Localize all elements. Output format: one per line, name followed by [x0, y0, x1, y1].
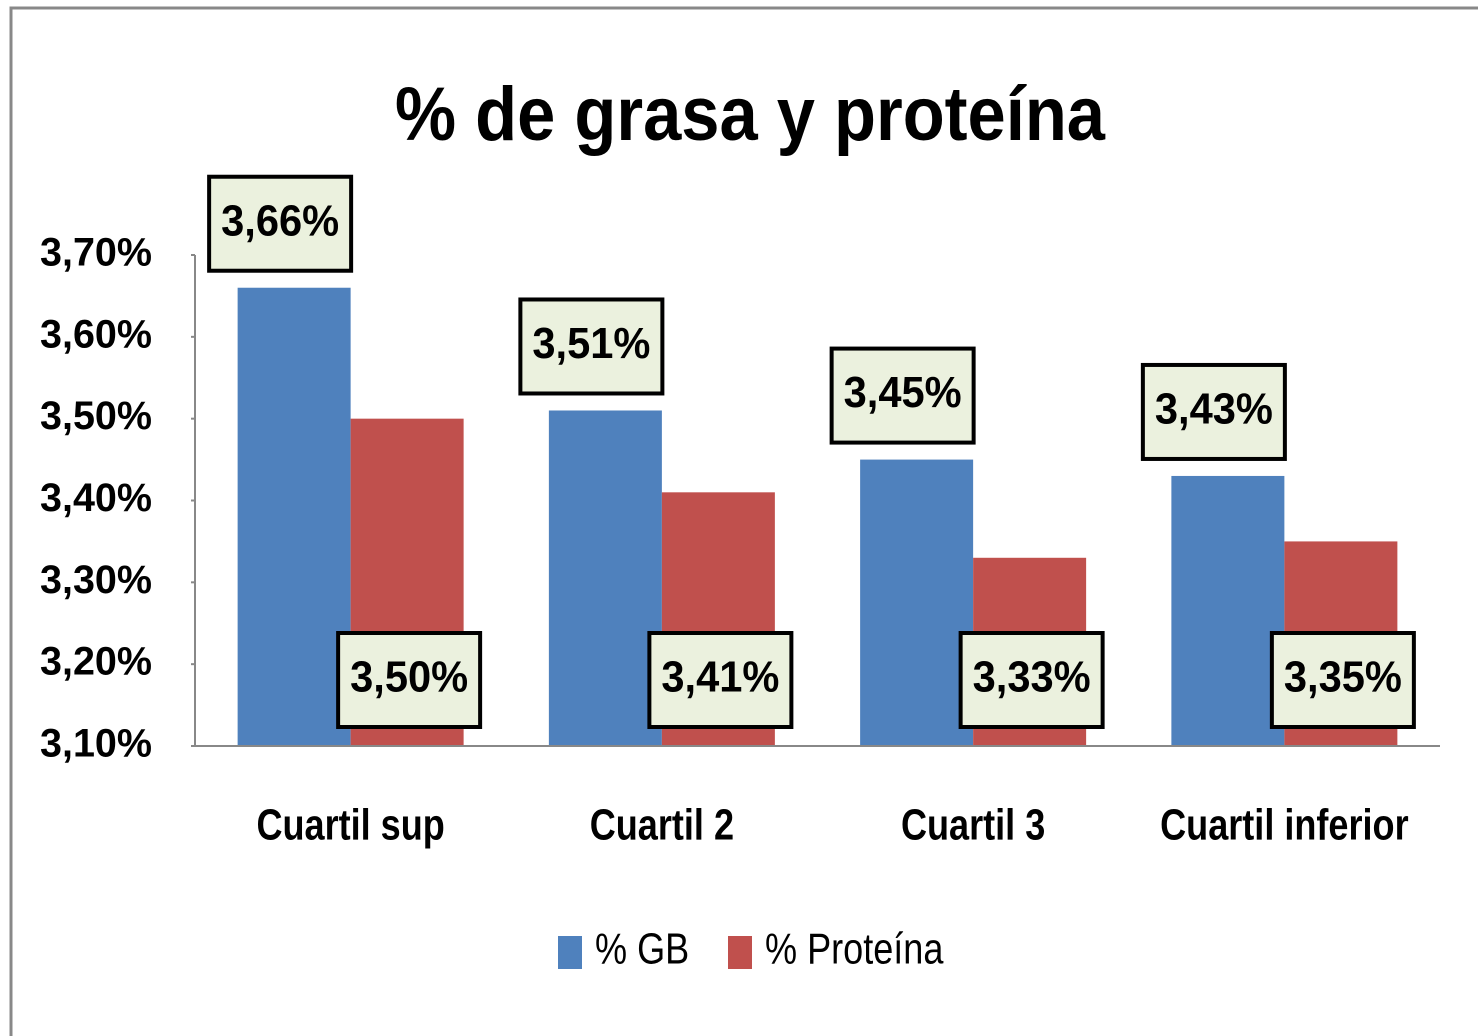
- x-tick-label: Cuartil 3: [901, 800, 1045, 849]
- legend-swatch: [558, 936, 582, 969]
- legend-label: % GB: [595, 924, 689, 973]
- chart-title: % de grasa y proteína: [395, 72, 1106, 157]
- data-label-box: [1269, 631, 1416, 729]
- y-tick-label: 3,20%: [40, 640, 152, 684]
- y-tick-label: 3,10%: [40, 722, 152, 766]
- data-label-box: [958, 631, 1105, 729]
- data-label: 3,66%: [221, 196, 339, 245]
- y-tick-label: 3,30%: [40, 558, 152, 602]
- y-tick-label: 3,70%: [40, 231, 152, 275]
- bar: [548, 410, 662, 746]
- legend-swatch: [728, 936, 752, 969]
- data-label: 3,35%: [1284, 653, 1402, 702]
- data-label-box: [647, 631, 794, 729]
- data-label-box: [1140, 362, 1287, 461]
- bar: [860, 459, 974, 746]
- y-tick-label: 3,40%: [40, 476, 152, 520]
- data-label-box: [518, 297, 665, 396]
- y-tick-label: 3,50%: [40, 394, 152, 438]
- data-label: 3,51%: [532, 319, 650, 368]
- x-tick-label: Cuartil sup: [256, 800, 444, 849]
- bar: [1171, 475, 1285, 746]
- data-label-box: [207, 174, 354, 273]
- x-tick-label: Cuartil inferior: [1160, 800, 1409, 849]
- y-tick-label: 3,60%: [40, 312, 152, 356]
- bar: [237, 287, 351, 746]
- data-label: 3,50%: [350, 653, 468, 702]
- data-label-box: [336, 631, 483, 729]
- data-label: 3,43%: [1155, 385, 1273, 434]
- legend-label: % Proteína: [765, 924, 944, 973]
- x-tick-label: Cuartil 2: [590, 800, 734, 849]
- data-label-box: [829, 346, 976, 445]
- data-label: 3,45%: [844, 368, 962, 417]
- data-label: 3,33%: [973, 653, 1091, 702]
- data-label: 3,41%: [661, 653, 779, 702]
